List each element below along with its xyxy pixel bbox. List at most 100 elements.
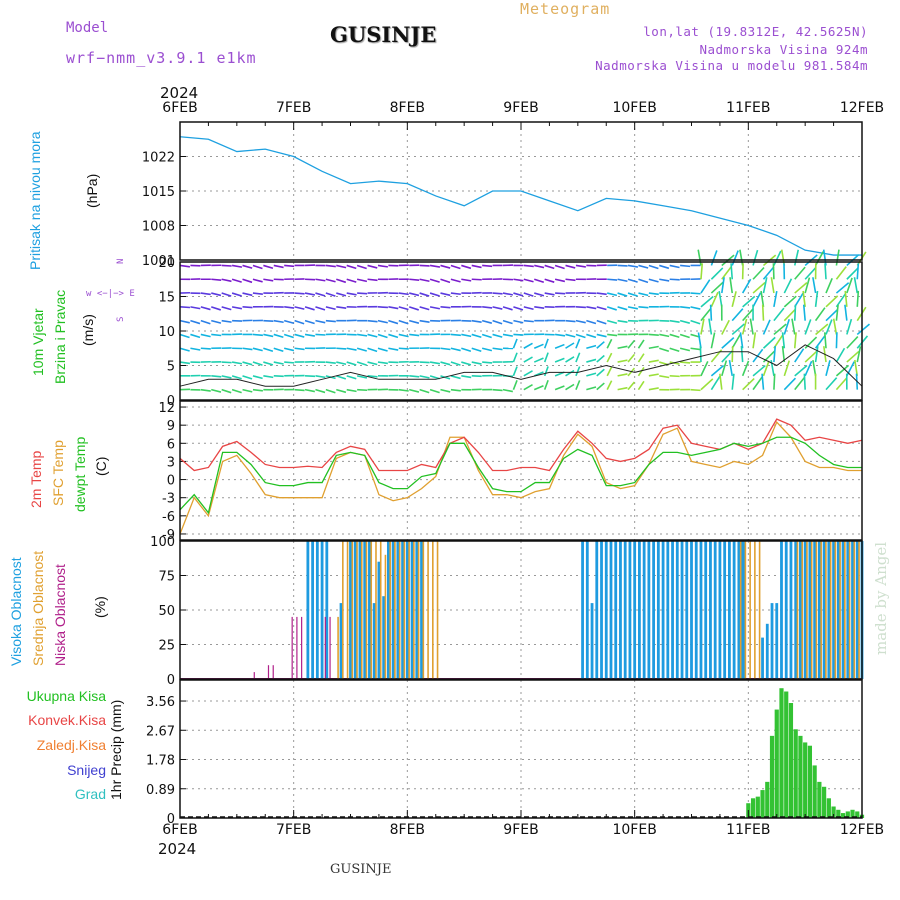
- wind-arrow: [242, 306, 253, 309]
- wind-arrow: [481, 347, 493, 352]
- wind-arrow: [283, 333, 294, 339]
- precip-tick-label: 3.56: [146, 695, 175, 710]
- wind-arrow: [814, 290, 819, 307]
- wind-arrow: [200, 292, 211, 296]
- wind-arrow: [752, 364, 766, 377]
- mid-cloud-bar: [839, 541, 841, 679]
- mid-cloud-bar: [356, 541, 358, 679]
- wind-arrow: [294, 319, 305, 325]
- wind-arrow: [627, 278, 638, 283]
- wind-arrow: [450, 375, 461, 380]
- wind-arrow: [284, 347, 295, 352]
- wind-arrow: [409, 333, 420, 337]
- date-label-top: 10FEB: [612, 100, 657, 116]
- mid-cloud-bar: [758, 541, 761, 679]
- date-label-top: 6FEB: [162, 100, 198, 116]
- temp-tick-label: 9: [167, 419, 175, 434]
- wind-arrow: [825, 319, 833, 335]
- high-cloud-bar: [661, 541, 665, 679]
- wind-arrow: [761, 373, 765, 390]
- mid-cloud-bar: [351, 541, 354, 679]
- high-cloud-bar: [585, 541, 589, 679]
- wind-arrow: [283, 319, 295, 325]
- wind-arrow: [638, 278, 649, 284]
- wind-tick-label: 15: [158, 291, 175, 306]
- wind-arrow: [502, 333, 513, 337]
- wind-arrow: [336, 347, 347, 350]
- wind-arrow: [659, 375, 670, 379]
- wind-arrow: [221, 361, 232, 364]
- wind-arrow: [575, 306, 586, 309]
- wind-arrow: [471, 319, 482, 323]
- wind-arrow: [440, 278, 451, 284]
- wind-arrow: [252, 361, 263, 366]
- wind-arrow: [440, 347, 451, 351]
- wind-arrow: [617, 278, 628, 283]
- wind-arrow: [346, 278, 357, 283]
- wind-arrow: [325, 264, 336, 268]
- wind-arrow: [710, 250, 718, 266]
- model-version: wrf−nmm_v3.9.1 e1km: [66, 49, 257, 67]
- wind-arrow: [440, 361, 451, 366]
- wind-arrow: [523, 319, 534, 323]
- mid-cloud-bar: [432, 541, 434, 679]
- wind-arrow: [814, 307, 826, 322]
- wind-arrow: [242, 278, 253, 284]
- wind-arrow: [596, 354, 605, 363]
- wind-arrow: [824, 263, 827, 280]
- wind-arrow: [336, 306, 347, 309]
- wind-arrow: [742, 377, 755, 391]
- wind-arrow: [398, 347, 409, 350]
- mid-cloud-bar: [427, 541, 429, 679]
- wind-arrow: [637, 339, 645, 349]
- wind-arrow: [419, 292, 430, 297]
- wind-arrow: [773, 373, 776, 390]
- wind-arrow: [825, 377, 838, 391]
- precip-bar: [750, 798, 756, 818]
- wind-arrow: [242, 292, 253, 297]
- wind-arrow: [814, 251, 825, 266]
- high-cloud-bar: [656, 541, 660, 679]
- wind-arrow: [679, 347, 691, 352]
- temp-tick-label: 0: [167, 474, 175, 489]
- wind-arrow: [710, 375, 721, 391]
- date-label-top: 9FEB: [503, 100, 539, 116]
- wind-arrow: [607, 292, 618, 297]
- precip-bar: [765, 781, 770, 818]
- wind-arrow: [690, 347, 701, 351]
- wind-arrow: [543, 338, 549, 349]
- wind-arrow: [773, 346, 777, 363]
- high-cloud-bar: [813, 541, 817, 679]
- wind-arrow: [606, 319, 618, 324]
- precip-bar: [774, 709, 779, 818]
- high-cloud-bar: [320, 541, 324, 679]
- high-cloud-bar: [671, 541, 674, 679]
- wind-arrow: [648, 333, 659, 337]
- low-cloud-bar: [324, 616, 326, 679]
- wind-arrow: [617, 359, 628, 363]
- mid-cloud-bar: [436, 541, 439, 679]
- wind-arrow: [357, 292, 368, 295]
- wind-arrow: [325, 306, 336, 311]
- wind-arrow: [482, 306, 493, 309]
- wind-arrow: [596, 319, 607, 325]
- high-cloud-bar: [740, 541, 744, 679]
- wind-arrow: [773, 307, 785, 322]
- wind-arrow: [252, 278, 263, 283]
- wind-arrow: [502, 306, 513, 311]
- date-label-top: 7FEB: [275, 100, 312, 116]
- wind-arrow: [823, 332, 827, 349]
- mid-cloud-bar: [413, 541, 415, 679]
- wind-arrow: [200, 347, 211, 350]
- wind-arrow: [346, 361, 357, 366]
- wind-arrow: [679, 319, 691, 324]
- high-cloud-bar: [794, 541, 798, 679]
- wind-arrow: [543, 379, 549, 390]
- mid-cloud-bar: [806, 541, 808, 679]
- wind-arrow: [429, 361, 441, 365]
- wind-arrow: [721, 319, 730, 335]
- wind-arrow: [377, 347, 388, 352]
- mid-cloud-bar: [853, 541, 856, 679]
